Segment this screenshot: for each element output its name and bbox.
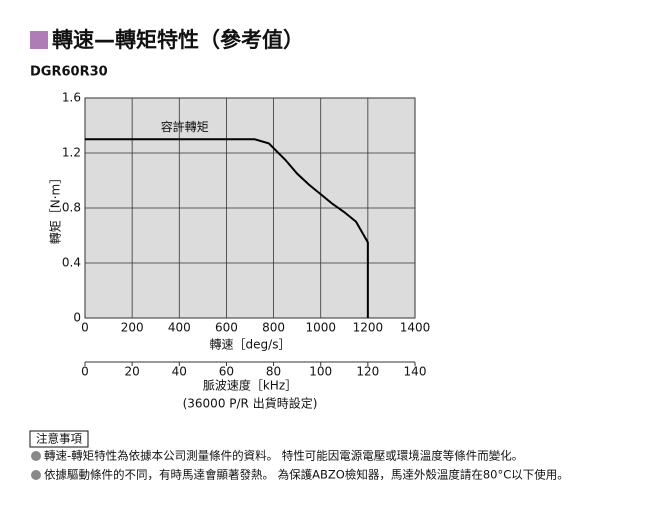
y-tick-label: 0 [73, 311, 81, 325]
x2-axis-title: 脈波速度［kHz］ [203, 378, 297, 393]
bullet [31, 470, 41, 480]
bullet [31, 451, 41, 461]
y-tick-label: 0.8 [62, 201, 81, 215]
x-tick-label: 1400 [400, 321, 431, 335]
x2-tick-label: 20 [125, 365, 140, 379]
x-axis-title: 轉速［deg/s］ [210, 338, 291, 352]
x2-tick-label: 80 [266, 365, 281, 379]
x2-tick-label: 120 [356, 365, 379, 379]
y-tick-label: 1.2 [62, 146, 81, 160]
x2-tick-label: 100 [309, 365, 332, 379]
title-marker [30, 31, 48, 49]
page-title: 轉速—轉矩特性（參考值） [52, 28, 304, 52]
model-name: DGR60R30 [30, 65, 108, 80]
x-tick-label: 800 [262, 321, 285, 335]
x-tick-label: 400 [168, 321, 191, 335]
x-tick-label: 1200 [353, 321, 384, 335]
x2-tick-label: 60 [219, 365, 234, 379]
y-axis-title: 轉矩［N·m］ [49, 172, 63, 244]
y-tick-label: 1.6 [62, 91, 81, 105]
x2-tick-label: 140 [404, 365, 427, 379]
x-tick-label: 200 [121, 321, 144, 335]
x2-tick-label: 0 [81, 365, 89, 379]
notes-box [29, 430, 89, 448]
x-tick-label: 1000 [305, 321, 336, 335]
x-tick-label: 600 [215, 321, 238, 335]
data-line [85, 138, 369, 318]
x-tick-label: 0 [81, 321, 89, 335]
notes-title: 注意事項 [36, 432, 82, 446]
series-label: 容許轉矩 [161, 119, 209, 134]
x2-tick-label: 40 [172, 365, 187, 379]
y-tick-label: 0.4 [62, 256, 81, 270]
x2-axis-note: (36000 P/R 出貨時設定) [183, 396, 318, 411]
note-item: 轉速-轉矩特性為依據本公司測量條件的資料。 特性可能因電源電壓或環境溫度等條件而… [44, 449, 523, 463]
note-item: 依據驅動條件的不同，有時馬達會顯著發熱。 為保護ABZO檢知器，馬達外殼溫度請在… [44, 468, 569, 482]
